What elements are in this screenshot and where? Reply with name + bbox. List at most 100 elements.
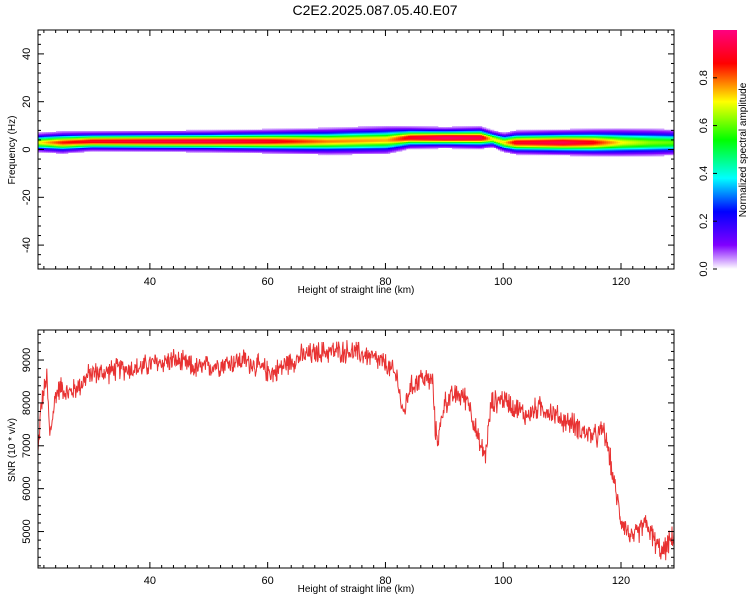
heatmap-cell — [132, 147, 135, 150]
heatmap-cell — [382, 134, 385, 137]
heatmap-cell — [424, 140, 427, 143]
heatmap-cell — [506, 147, 509, 150]
heatmap-cell — [530, 133, 533, 135]
heatmap-cell — [348, 152, 351, 154]
heatmap-cell — [408, 126, 411, 128]
heatmap-cell — [62, 140, 65, 143]
heatmap-cell — [320, 140, 323, 143]
heatmap-cell — [164, 138, 167, 140]
heatmap-cell — [82, 135, 85, 138]
heatmap-cell — [80, 144, 83, 146]
heatmap-cell — [120, 142, 123, 145]
heatmap-cell — [98, 132, 101, 134]
heatmap-cell — [454, 135, 457, 138]
heatmap-cell — [472, 135, 475, 138]
heatmap-cell — [524, 138, 527, 140]
heatmap-cell — [470, 132, 473, 134]
heatmap-cell — [342, 142, 345, 145]
heatmap-cell — [348, 132, 351, 134]
heatmap-cell — [350, 136, 353, 139]
heatmap-cell — [266, 150, 269, 152]
heatmap-cell — [76, 144, 79, 146]
heatmap-cell — [390, 134, 393, 137]
heatmap-cell — [526, 150, 529, 152]
heatmap-cell — [410, 129, 413, 132]
heatmap-cell — [40, 144, 43, 146]
heatmap-cell — [468, 146, 471, 149]
heatmap-cell — [306, 136, 309, 139]
heatmap-cell — [420, 129, 423, 132]
heatmap-cell — [324, 153, 327, 156]
heatmap-cell — [524, 129, 527, 132]
heatmap-cell — [500, 138, 503, 140]
heatmap-cell — [130, 139, 133, 141]
heatmap-cell — [418, 138, 421, 140]
heatmap-cell — [156, 145, 159, 147]
heatmap-cell — [536, 129, 539, 132]
heatmap-cell — [222, 134, 225, 137]
heatmap-cell — [540, 136, 543, 139]
heatmap-cell — [520, 142, 523, 145]
heatmap-cell — [520, 141, 523, 144]
heatmap-cell — [290, 136, 293, 139]
heatmap-cell — [240, 129, 243, 132]
heatmap-cell — [64, 132, 67, 134]
heatmap-cell — [186, 142, 189, 145]
heatmap-cell — [68, 132, 71, 134]
heatmap-cell — [206, 151, 209, 153]
heatmap-cell — [196, 136, 199, 139]
heatmap-cell — [318, 141, 321, 144]
heatmap-cell — [244, 130, 247, 133]
heatmap-cell — [144, 134, 147, 137]
heatmap-cell — [274, 148, 277, 151]
heatmap-cell — [48, 146, 51, 149]
heatmap-cell — [68, 150, 71, 152]
heatmap-cell — [72, 148, 75, 151]
heatmap-cell — [224, 138, 227, 140]
heatmap-cell — [354, 144, 357, 146]
heatmap-cell — [470, 133, 473, 135]
heatmap-cell — [108, 139, 111, 141]
heatmap-cell — [220, 148, 223, 151]
heatmap-cell — [288, 132, 291, 134]
heatmap-cell — [254, 146, 257, 149]
heatmap-cell — [304, 133, 307, 135]
heatmap-cell — [370, 141, 373, 144]
heatmap-cell — [272, 132, 275, 134]
heatmap-cell — [508, 136, 511, 139]
heatmap-cell — [154, 139, 157, 141]
heatmap-cell — [464, 127, 467, 129]
heatmap-cell — [274, 139, 277, 141]
heatmap-cell — [162, 134, 165, 137]
heatmap-cell — [94, 135, 97, 138]
heatmap-cell — [404, 136, 407, 139]
heatmap-cell — [438, 135, 441, 138]
heatmap-cell — [378, 148, 381, 151]
heatmap-cell — [520, 144, 523, 146]
heatmap-cell — [296, 136, 299, 139]
heatmap-cell — [362, 130, 365, 133]
heatmap-cell — [502, 132, 505, 134]
heatmap-cell — [308, 145, 311, 147]
heatmap-cell — [164, 144, 167, 146]
heatmap-cell — [198, 147, 201, 150]
heatmap-cell — [288, 129, 291, 132]
heatmap-cell — [344, 148, 347, 151]
heatmap-cell — [372, 129, 375, 132]
heatmap-cell — [322, 127, 325, 129]
heatmap-cell — [288, 142, 291, 145]
heatmap-cell — [100, 132, 103, 134]
heatmap-cell — [172, 133, 175, 135]
heatmap-cell — [292, 132, 295, 134]
heatmap-cell — [430, 136, 433, 139]
heatmap-cell — [254, 145, 257, 147]
heatmap-cell — [518, 139, 521, 141]
heatmap-cell — [46, 145, 49, 147]
heatmap-cell — [150, 130, 153, 133]
heatmap-cell — [468, 138, 471, 140]
heatmap-cell — [244, 135, 247, 138]
heatmap-cell — [302, 146, 305, 149]
heatmap-cell — [296, 142, 299, 145]
heatmap-cell — [234, 135, 237, 138]
heatmap-cell — [70, 148, 73, 151]
